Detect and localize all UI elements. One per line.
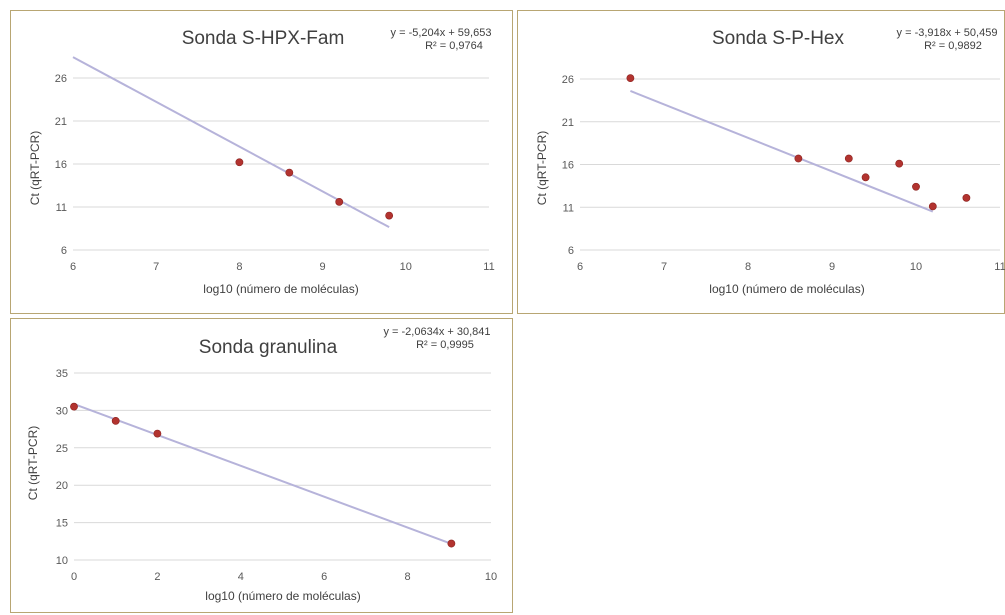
y-tick-label: 11 xyxy=(563,202,574,214)
y-axis-label: Ct (qRT-PCR) xyxy=(26,426,40,500)
chart-title: Sonda granulina xyxy=(199,337,338,358)
y-tick-label: 25 xyxy=(56,443,68,455)
trendline xyxy=(73,403,452,545)
x-tick-label: 2 xyxy=(154,571,160,583)
y-tick-label: 10 xyxy=(56,555,68,567)
y-tick-label: 15 xyxy=(56,518,68,530)
x-tick-label: 6 xyxy=(70,261,76,273)
x-tick-label: 7 xyxy=(153,261,159,273)
x-axis-label: log10 (número de moléculas) xyxy=(203,282,358,296)
data-point xyxy=(447,539,456,548)
y-tick-label: 16 xyxy=(55,159,67,171)
x-tick-label: 10 xyxy=(400,261,412,273)
data-point xyxy=(912,182,920,191)
x-tick-label: 10 xyxy=(485,571,497,583)
x-tick-label: 8 xyxy=(405,571,411,583)
y-axis-label: Ct (qRT-PCR) xyxy=(28,131,42,205)
trendline-equation: y = -2,0634x + 30,841 xyxy=(383,326,490,338)
y-tick-label: 11 xyxy=(56,202,67,214)
data-point xyxy=(70,402,78,411)
scatter-chart-s-hpx-fam: 6 7 8 9 10 11 6 11 16 21 26 Sonda S-HPX-Fam y = -… xyxy=(28,27,495,296)
x-tick-label: 8 xyxy=(236,261,242,273)
x-tick-label: 6 xyxy=(577,261,583,273)
y-tick-label: 6 xyxy=(61,245,67,257)
data-point xyxy=(235,158,244,167)
scatter-chart-granulina: 0 2 4 6 8 10 10 15 20 25 30 35 Sonda granulina y =… xyxy=(26,326,497,603)
data-point xyxy=(962,193,971,202)
x-tick-label: 7 xyxy=(661,261,667,273)
x-tick-label: 9 xyxy=(320,261,326,273)
trendline xyxy=(72,56,390,229)
y-tick-label: 30 xyxy=(56,405,68,417)
data-point xyxy=(335,197,344,206)
trendline xyxy=(630,90,934,213)
data-point xyxy=(844,154,853,163)
y-tick-label: 6 xyxy=(568,245,574,257)
x-axis-label: log10 (número de moléculas) xyxy=(709,282,864,296)
x-tick-label: 11 xyxy=(994,261,1005,273)
scatter-chart-s-p-hex: 6 7 8 9 10 11 6 11 16 21 26 Sonda S-P-Hex y = -3,… xyxy=(535,27,1005,296)
chart-panel-granulina: 0 2 4 6 8 10 10 15 20 25 30 35 Sonda granulina y =… xyxy=(10,318,513,613)
chart-panel-s-p-hex: 6 7 8 9 10 11 6 11 16 21 26 Sonda S-P-Hex y = -3,… xyxy=(517,10,1005,314)
data-point xyxy=(111,416,120,425)
data-point xyxy=(626,74,635,83)
y-tick-label: 21 xyxy=(55,116,67,128)
chart-title: Sonda S-HPX-Fam xyxy=(182,28,345,49)
data-point xyxy=(794,154,803,163)
trendline-equation: y = -5,204x + 59,653 xyxy=(391,27,492,39)
data-point xyxy=(385,211,394,220)
x-tick-label: 8 xyxy=(745,261,751,273)
data-point xyxy=(861,173,870,182)
y-tick-label: 16 xyxy=(562,160,574,172)
chart-panel-s-hpx-fam: 6 7 8 9 10 11 6 11 16 21 26 Sonda S-HPX-Fam y = -… xyxy=(10,10,513,314)
x-tick-label: 6 xyxy=(321,571,327,583)
y-axis-label: Ct (qRT-PCR) xyxy=(535,131,549,205)
x-axis-label: log10 (número de moléculas) xyxy=(205,589,360,603)
r-squared: R² = 0,9764 xyxy=(425,40,483,52)
y-tick-label: 35 xyxy=(56,368,68,380)
y-tick-label: 26 xyxy=(55,73,67,85)
r-squared: R² = 0,9892 xyxy=(924,40,982,52)
r-squared: R² = 0,9995 xyxy=(416,339,474,351)
chart-title: Sonda S-P-Hex xyxy=(712,28,845,49)
x-tick-label: 11 xyxy=(483,261,494,273)
data-point xyxy=(895,159,904,168)
x-tick-label: 4 xyxy=(238,571,244,583)
x-tick-label: 0 xyxy=(71,571,77,583)
data-point xyxy=(285,168,294,177)
y-tick-label: 21 xyxy=(562,117,574,129)
y-tick-label: 26 xyxy=(562,74,574,86)
trendline-equation: y = -3,918x + 50,459 xyxy=(897,27,998,39)
data-point xyxy=(928,202,937,211)
x-tick-label: 9 xyxy=(829,261,835,273)
x-tick-label: 10 xyxy=(910,261,922,273)
data-point xyxy=(153,429,162,438)
y-tick-label: 20 xyxy=(56,480,68,492)
